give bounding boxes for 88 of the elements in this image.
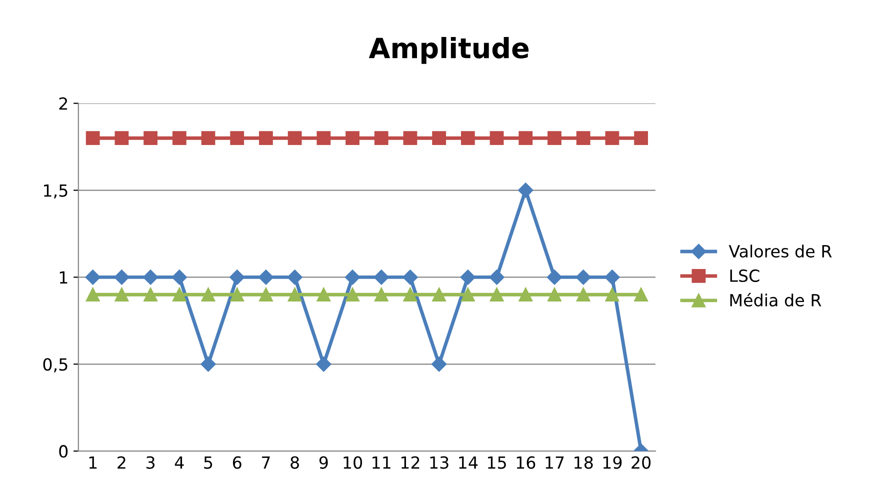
point <box>172 131 186 146</box>
point <box>403 131 418 146</box>
point <box>518 131 533 146</box>
point <box>374 288 388 302</box>
legend-label: LSC <box>730 269 760 282</box>
y-tick-label: 2 <box>59 97 68 110</box>
point <box>316 356 332 372</box>
point <box>518 288 533 302</box>
point <box>144 131 158 146</box>
point <box>432 288 446 302</box>
point <box>576 270 591 285</box>
x-tick-label: 15 <box>488 456 506 469</box>
point <box>576 131 590 146</box>
point <box>432 356 447 372</box>
point <box>85 270 100 285</box>
point <box>86 288 100 302</box>
x-tick-label: 18 <box>574 456 593 469</box>
x-tick-label: 13 <box>430 456 448 469</box>
point <box>548 131 562 146</box>
point <box>288 131 302 146</box>
point <box>346 131 360 146</box>
point <box>634 131 648 146</box>
x-tick-label: 4 <box>174 456 184 469</box>
point <box>490 131 504 146</box>
x-tick-label: 2 <box>118 456 126 469</box>
y-tick-label: 1,5 <box>44 184 68 199</box>
point <box>374 270 389 285</box>
point <box>201 288 216 302</box>
point <box>144 288 158 302</box>
chart-title: Amplitude <box>368 36 529 64</box>
point <box>258 270 274 285</box>
point <box>114 131 129 146</box>
point <box>432 131 446 146</box>
point <box>172 270 187 285</box>
point <box>200 356 216 372</box>
x-tick-label: 11 <box>372 456 390 469</box>
point <box>114 270 130 285</box>
point <box>605 288 620 302</box>
point <box>346 288 360 302</box>
point <box>259 288 273 302</box>
point <box>518 182 534 198</box>
point <box>142 270 158 285</box>
point <box>634 288 648 302</box>
point <box>604 270 620 285</box>
point <box>460 288 475 302</box>
point <box>344 270 360 285</box>
legend-label: Valores de R <box>728 244 832 258</box>
x-tick-label: 16 <box>516 456 536 469</box>
point <box>316 131 331 146</box>
point <box>460 131 475 146</box>
point <box>288 288 302 302</box>
y-tick-label: 1 <box>60 271 68 284</box>
x-tick-label: 5 <box>204 456 212 469</box>
x-tick-label: 1 <box>89 456 97 469</box>
point <box>576 288 590 302</box>
y-tick-label: 0,5 <box>43 358 68 372</box>
x-tick-label: 20 <box>632 456 651 469</box>
x-tick-label: 19 <box>603 456 622 469</box>
point <box>548 288 562 302</box>
x-tick-label: 3 <box>146 456 155 469</box>
x-tick-label: 8 <box>290 456 299 469</box>
point <box>402 270 418 285</box>
point <box>114 288 129 302</box>
x-tick-label: 10 <box>344 456 362 469</box>
x-tick-label: 17 <box>546 456 564 469</box>
x-tick-label: 12 <box>401 456 420 469</box>
point <box>374 131 388 146</box>
point <box>316 288 331 302</box>
point <box>172 288 186 302</box>
point <box>201 131 216 146</box>
point <box>230 131 244 146</box>
point <box>259 131 273 146</box>
x-tick-label: 7 <box>262 456 270 469</box>
point <box>490 288 504 302</box>
point <box>230 288 244 302</box>
x-tick-label: 14 <box>459 456 478 469</box>
point <box>86 131 100 146</box>
point <box>460 270 476 285</box>
point <box>489 270 504 285</box>
legend-label: Média de R <box>730 292 822 306</box>
point <box>403 288 418 302</box>
point <box>546 270 562 285</box>
x-tick-label: 6 <box>232 456 242 469</box>
x-tick-label: 9 <box>319 456 328 469</box>
point <box>230 270 245 285</box>
y-tick-label: 0 <box>59 445 68 458</box>
point <box>605 131 620 146</box>
point <box>287 270 302 285</box>
